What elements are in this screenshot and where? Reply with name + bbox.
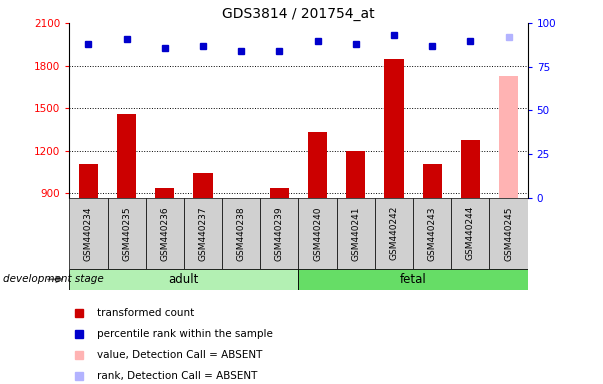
FancyBboxPatch shape (69, 198, 107, 269)
Text: GSM440242: GSM440242 (390, 206, 399, 260)
Text: GSM440244: GSM440244 (466, 206, 475, 260)
Bar (346, 151, 365, 198)
FancyBboxPatch shape (490, 198, 528, 269)
FancyBboxPatch shape (336, 198, 375, 269)
FancyBboxPatch shape (298, 198, 336, 269)
Text: GSM440240: GSM440240 (313, 206, 322, 260)
Text: development stage: development stage (3, 274, 104, 285)
Bar (79, 164, 98, 198)
FancyBboxPatch shape (146, 198, 184, 269)
Bar (423, 164, 441, 198)
Bar (270, 188, 289, 198)
FancyBboxPatch shape (184, 198, 222, 269)
Bar (194, 173, 212, 198)
Text: GSM440241: GSM440241 (352, 206, 360, 260)
Text: rank, Detection Call = ABSENT: rank, Detection Call = ABSENT (97, 371, 257, 381)
FancyBboxPatch shape (107, 198, 146, 269)
FancyBboxPatch shape (298, 269, 528, 290)
Text: transformed count: transformed count (97, 308, 194, 318)
Text: GSM440239: GSM440239 (275, 206, 284, 261)
FancyBboxPatch shape (375, 198, 413, 269)
Bar (308, 132, 327, 198)
Bar (385, 58, 403, 198)
FancyBboxPatch shape (413, 198, 451, 269)
Text: GSM440243: GSM440243 (428, 206, 437, 260)
FancyBboxPatch shape (222, 198, 260, 269)
FancyBboxPatch shape (69, 269, 298, 290)
Text: GSM440238: GSM440238 (237, 206, 245, 261)
Bar (117, 114, 136, 198)
Text: GSM440237: GSM440237 (198, 206, 207, 261)
Text: fetal: fetal (400, 273, 426, 286)
Bar (499, 76, 518, 198)
Text: GSM440236: GSM440236 (160, 206, 169, 261)
Text: value, Detection Call = ABSENT: value, Detection Call = ABSENT (97, 350, 262, 360)
Bar (155, 188, 174, 198)
Title: GDS3814 / 201754_at: GDS3814 / 201754_at (222, 7, 375, 21)
FancyBboxPatch shape (451, 198, 490, 269)
FancyBboxPatch shape (260, 198, 298, 269)
Text: GSM440235: GSM440235 (122, 206, 131, 261)
Text: GSM440245: GSM440245 (504, 206, 513, 260)
Text: percentile rank within the sample: percentile rank within the sample (97, 329, 273, 339)
Text: adult: adult (169, 273, 199, 286)
Text: GSM440234: GSM440234 (84, 206, 93, 260)
Bar (461, 139, 480, 198)
